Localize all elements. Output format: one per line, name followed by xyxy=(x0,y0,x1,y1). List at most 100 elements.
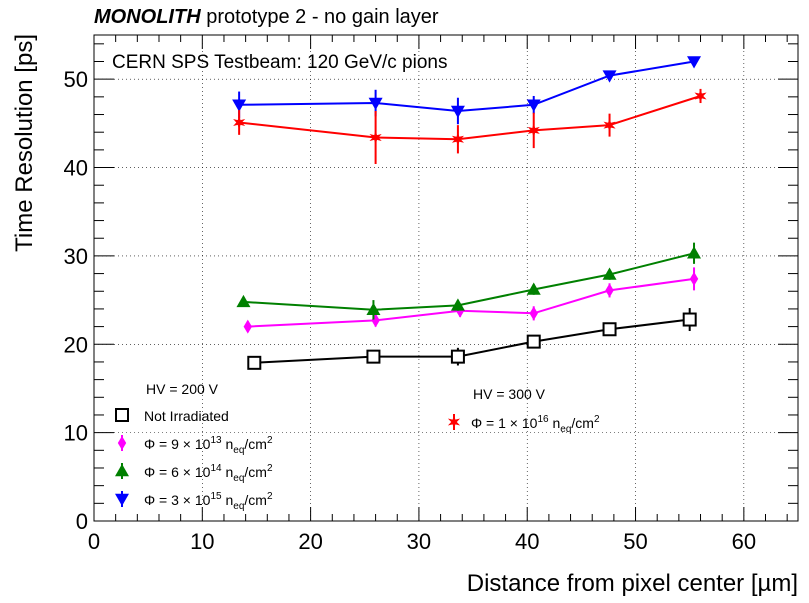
legend-label-part: /cm xyxy=(244,464,267,480)
legend-entry-1: Φ = 9 × 1013 neq/cm2 xyxy=(117,435,273,456)
legend-label-part: eq xyxy=(233,473,244,484)
legend-label-part: 2 xyxy=(267,491,273,502)
legend-label-part: /cm xyxy=(244,436,267,452)
legend-label-part: eq xyxy=(560,424,571,435)
x-tick-label: 0 xyxy=(88,529,100,554)
marker-star xyxy=(694,89,707,103)
marker-triangle-down xyxy=(526,99,541,112)
legend-label: Φ = 3 × 1015 neq/cm2 xyxy=(144,491,273,512)
y-tick-label: 0 xyxy=(76,509,88,534)
marker-triangle-down xyxy=(232,99,247,112)
marker-star xyxy=(451,132,464,147)
series-line xyxy=(247,277,695,328)
marker-star xyxy=(527,123,540,138)
y-tick-label: 30 xyxy=(64,244,88,269)
legend-label-part: Φ = 6 × 10 xyxy=(144,464,211,480)
series-1 xyxy=(243,267,699,334)
series-line xyxy=(238,95,701,141)
legend-label-part: n xyxy=(222,464,234,480)
chart-annotation: CERN SPS Testbeam: 120 GeV/c pions xyxy=(112,52,447,73)
series-line xyxy=(239,60,695,113)
legend-label: Not Irradiated xyxy=(144,408,229,424)
x-tick-label: 40 xyxy=(515,529,539,554)
legend-label-part: /cm xyxy=(571,415,594,431)
marker-triangle-down xyxy=(687,56,702,69)
y-tick-label: 40 xyxy=(64,156,88,181)
marker-diamond xyxy=(117,436,127,450)
legend-label-part: 2 xyxy=(267,463,273,474)
marker-star xyxy=(447,415,461,429)
marker-open-square xyxy=(450,349,465,364)
legend-label-part: 14 xyxy=(210,463,222,474)
marker-open-square xyxy=(247,355,262,370)
series-4 xyxy=(233,88,707,165)
legend-entry-3: Φ = 3 × 1015 neq/cm2 xyxy=(115,491,273,512)
marker-open-square xyxy=(682,312,697,327)
x-tick-label: 30 xyxy=(407,529,431,554)
legend-label-part: 2 xyxy=(594,414,600,425)
series-line xyxy=(254,318,690,364)
marker-diamond xyxy=(689,271,699,286)
marker-star xyxy=(369,130,382,145)
marker-triangle-down xyxy=(450,105,465,118)
y-tick-label: 20 xyxy=(64,332,88,357)
chart-title-rest: prototype 2 - no gain layer xyxy=(201,6,439,28)
legend-label: Φ = 6 × 1014 neq/cm2 xyxy=(144,463,273,484)
marker-triangle-up xyxy=(687,246,702,259)
marker-diamond xyxy=(243,319,252,334)
legend-label: Φ = 1 × 1016 neq/cm2 xyxy=(471,414,600,435)
marker-triangle-down xyxy=(115,493,129,506)
legend-label-part: n xyxy=(549,415,561,431)
x-tick-label: 50 xyxy=(623,529,647,554)
marker-open-square xyxy=(526,334,541,349)
marker-open-square xyxy=(602,322,617,337)
legend-label-part: Φ = 1 × 10 xyxy=(471,415,538,431)
legend-label-part: 2 xyxy=(267,435,273,446)
legend-label: Φ = 9 × 1013 neq/cm2 xyxy=(144,435,273,456)
plot-series xyxy=(232,56,707,370)
legend-label-part: Φ = 3 × 10 xyxy=(144,492,211,508)
legend-label-part: eq xyxy=(233,445,244,456)
series-0 xyxy=(247,308,697,370)
marker-triangle-up xyxy=(366,302,381,316)
chart-title: MONOLITH prototype 2 - no gain layer xyxy=(94,6,439,28)
marker-triangle-up xyxy=(115,464,129,477)
legend-label-part: eq xyxy=(233,501,244,512)
legend-label-part: 15 xyxy=(210,491,222,502)
y-tick-label: 50 xyxy=(64,67,88,92)
axes: 0 10 20 30 40 50 60 0 10 20 30 40 50 xyxy=(64,34,799,554)
marker-open-square xyxy=(115,408,129,422)
legend-entry-0: Not Irradiated xyxy=(115,408,229,424)
x-tick-label: 20 xyxy=(298,529,322,554)
legend-hv200-title: HV = 200 V xyxy=(146,381,219,397)
y-axis-label: Time Resolution [ps] xyxy=(11,34,38,252)
x-tick-label: 10 xyxy=(190,529,214,554)
marker-triangle-down xyxy=(368,97,383,111)
legend-entry-4: Φ = 1 × 1016 neq/cm2 xyxy=(447,414,600,435)
series-line xyxy=(243,252,695,311)
legend-hv300-title: HV = 300 V xyxy=(473,386,546,402)
legend-label-part: /cm xyxy=(244,492,267,508)
legend-label-part: Not Irradiated xyxy=(144,408,229,424)
x-tick-label: 60 xyxy=(732,529,756,554)
marker-triangle-up xyxy=(450,298,465,311)
marker-triangle-up xyxy=(236,294,251,308)
legend-label-part: 13 xyxy=(210,435,222,446)
legend-label-part: Φ = 9 × 10 xyxy=(144,436,211,452)
marker-triangle-up xyxy=(602,267,617,280)
grid xyxy=(94,35,798,521)
y-tick-label: 10 xyxy=(64,421,88,446)
legend-label-part: n xyxy=(222,492,234,508)
legend-label-part: 16 xyxy=(537,414,549,425)
legend-entry-2: Φ = 6 × 1014 neq/cm2 xyxy=(115,463,273,484)
legend-label-part: n xyxy=(222,436,234,452)
x-axis-label: Distance from pixel center [µm] xyxy=(467,570,798,597)
marker-triangle-down xyxy=(602,70,617,83)
marker-open-square xyxy=(366,349,381,364)
marker-triangle-up xyxy=(526,282,541,295)
marker-diamond xyxy=(605,283,614,298)
series-2 xyxy=(236,242,702,320)
plot-frame xyxy=(93,34,799,522)
